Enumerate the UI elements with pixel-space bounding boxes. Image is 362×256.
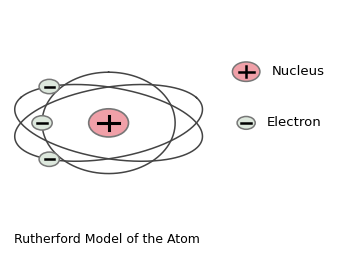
Circle shape bbox=[39, 152, 59, 166]
Circle shape bbox=[232, 62, 260, 81]
Circle shape bbox=[39, 79, 59, 94]
Circle shape bbox=[89, 109, 129, 137]
Circle shape bbox=[32, 116, 52, 130]
Circle shape bbox=[237, 116, 255, 129]
Text: Electron: Electron bbox=[267, 116, 322, 129]
Text: Rutherford Model of the Atom: Rutherford Model of the Atom bbox=[14, 233, 200, 246]
Text: Nucleus: Nucleus bbox=[272, 65, 325, 78]
